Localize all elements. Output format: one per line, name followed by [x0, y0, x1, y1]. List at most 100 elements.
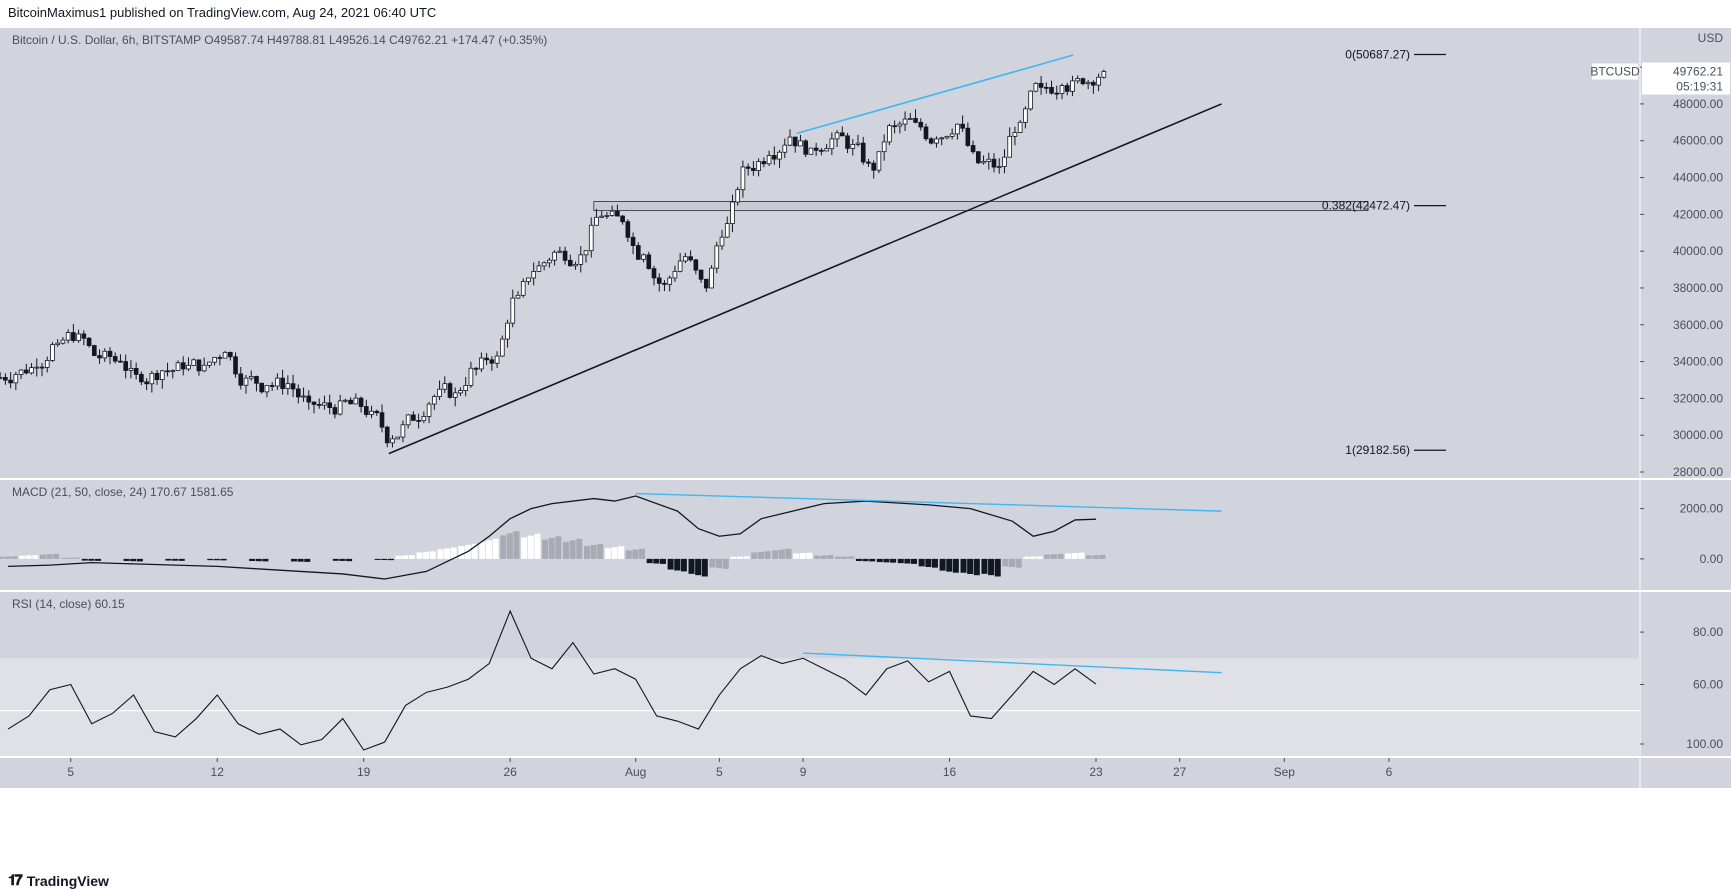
candle-body: [944, 135, 950, 139]
macd-histogram-bar: [429, 551, 436, 559]
macd-histogram-bar: [46, 554, 53, 559]
candle-body: [829, 138, 835, 150]
macd-histogram-bar: [1071, 553, 1078, 559]
macd-histogram-bar: [339, 558, 346, 561]
candle-body: [588, 224, 594, 252]
macd-histogram-bar: [946, 558, 953, 572]
candle-body: [452, 392, 458, 398]
macd-histogram-bar: [1002, 558, 1009, 567]
candle-body: [693, 259, 699, 271]
candle-body: [970, 145, 976, 153]
candle-body: [154, 372, 160, 380]
candle-body: [327, 402, 333, 408]
candle-body: [787, 136, 793, 146]
macd-histogram-bar: [500, 535, 507, 559]
candle-body: [295, 388, 301, 398]
macd-histogram-bar: [562, 541, 570, 559]
candle-body: [494, 355, 500, 364]
candle-body: [536, 265, 542, 272]
macd-histogram-bar: [534, 533, 541, 559]
candle-body: [928, 138, 934, 144]
candle-body: [196, 359, 202, 372]
candle-body: [44, 360, 50, 368]
candle-body: [975, 151, 981, 164]
candle-body: [112, 356, 118, 362]
candle-body: [458, 390, 463, 394]
candle-body: [484, 357, 489, 361]
macd-histogram-bar: [492, 538, 499, 559]
rsi-axis-label: 80.00: [1693, 625, 1723, 639]
macd-histogram-bar: [25, 555, 32, 559]
macd-histogram-bar: [67, 557, 74, 559]
candle-body: [902, 118, 908, 125]
candle-body: [1070, 80, 1075, 92]
candle-body: [191, 359, 197, 366]
candle-body: [332, 407, 338, 415]
price-axis-label: 40000.00: [1673, 244, 1723, 258]
macd-histogram-bar: [290, 558, 298, 562]
candle-body: [123, 361, 129, 371]
macd-histogram-bar: [213, 558, 220, 561]
macd-histogram-bar: [53, 553, 60, 559]
fib-level-label: 1(29182.56): [1345, 443, 1410, 457]
candle-body: [379, 412, 385, 428]
candle-body: [91, 345, 97, 357]
macd-histogram-bar: [471, 543, 478, 559]
macd-histogram-bar: [967, 558, 974, 574]
candle-body: [547, 259, 552, 264]
macd-histogram-bar: [1092, 555, 1099, 559]
macd-histogram-bar: [890, 558, 897, 563]
macd-histogram-bar: [485, 540, 492, 559]
candle-body: [39, 366, 45, 369]
candle-body: [567, 259, 573, 267]
macd-histogram-bar: [1036, 556, 1043, 559]
candle-body: [1064, 85, 1070, 92]
candle-body: [839, 132, 845, 137]
macd-histogram-bar: [695, 558, 702, 576]
time-axis-label: 19: [357, 765, 371, 779]
macd-histogram-bar: [820, 555, 827, 559]
rsi-legend: RSI (14, close) 60.15: [12, 597, 125, 611]
candle-body: [97, 355, 102, 359]
candle-body: [306, 395, 312, 403]
candle-body: [275, 377, 280, 387]
macd-histogram-bar: [450, 547, 457, 559]
macd-histogram-bar: [220, 558, 227, 561]
candle-body: [311, 401, 317, 405]
price-axis-label: 34000.00: [1673, 355, 1723, 369]
macd-histogram-bar: [994, 558, 1001, 577]
candle-body: [144, 381, 149, 385]
macd-histogram-bar: [437, 549, 444, 559]
chart-svg[interactable]: Bitcoin / U.S. Dollar, 6h, BITSTAMP O495…: [0, 28, 1731, 868]
candle-body: [395, 436, 401, 440]
candle-body: [269, 385, 275, 387]
candle-body: [0, 376, 3, 379]
chart-area[interactable]: Bitcoin / U.S. Dollar, 6h, BITSTAMP O495…: [0, 28, 1731, 868]
time-axis-label: Sep: [1274, 765, 1296, 779]
macd-histogram-bar: [32, 555, 39, 559]
last-price-label: 49762.21: [1673, 65, 1723, 79]
candle-body: [599, 215, 605, 218]
candle-body: [411, 414, 416, 421]
time-axis-label: Aug: [625, 765, 646, 779]
published-caption: BitcoinMaximus1 published on TradingView…: [8, 5, 437, 20]
candle-body: [1028, 90, 1033, 110]
candle-body: [541, 262, 547, 267]
candle-body: [222, 351, 228, 359]
candle-body: [186, 364, 191, 370]
macd-histogram-bar: [730, 556, 737, 559]
macd-histogram-bar: [848, 556, 855, 559]
macd-histogram-bar: [973, 558, 980, 576]
candle-body: [724, 223, 730, 238]
price-axis-label: 46000.00: [1673, 134, 1723, 148]
candle-body: [986, 158, 992, 162]
rsi-line: [7, 609, 1097, 751]
candle-body: [1059, 85, 1065, 94]
candle-body: [290, 383, 296, 390]
candle-body: [557, 250, 563, 253]
candle-body: [264, 385, 270, 393]
candle-body: [834, 132, 840, 140]
candle-body: [991, 158, 997, 168]
price-axis-label: 44000.00: [1673, 171, 1723, 185]
candle-body: [960, 123, 965, 129]
